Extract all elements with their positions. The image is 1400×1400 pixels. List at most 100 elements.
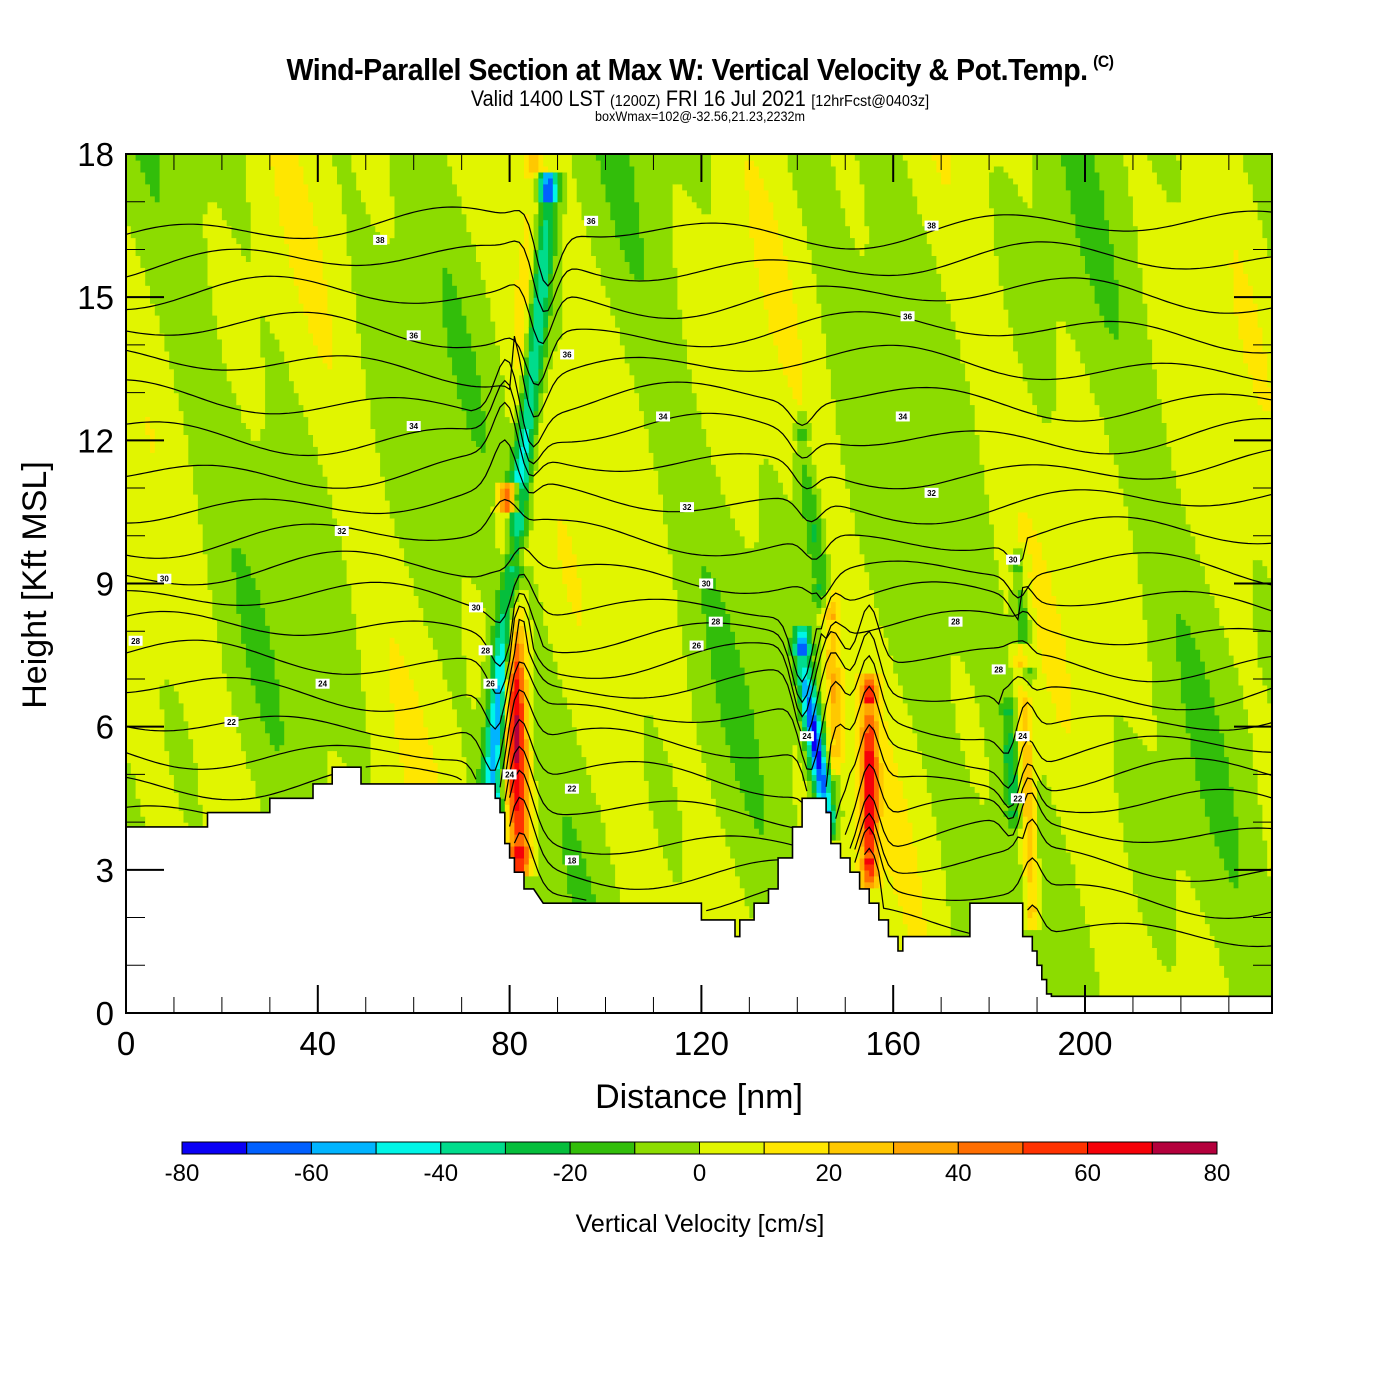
- velocity-cell: [802, 517, 808, 626]
- velocity-cell: [1171, 201, 1177, 471]
- theta-contour-label: 24: [799, 731, 814, 742]
- velocity-cell: [874, 822, 880, 877]
- velocity-cell: [389, 237, 396, 519]
- velocity-cell: [845, 154, 851, 227]
- velocity-cell: [955, 655, 961, 734]
- velocity-cell: [1075, 237, 1081, 352]
- velocity-cell: [480, 756, 487, 787]
- velocity-cell: [519, 577, 525, 590]
- velocity-cell: [476, 154, 482, 262]
- colorbar-bin: [1022, 1141, 1089, 1155]
- velocity-cell: [1209, 935, 1216, 1013]
- velocity-cell: [1027, 881, 1033, 907]
- velocity-cell: [1233, 667, 1239, 817]
- velocity-cell: [1008, 696, 1014, 710]
- velocity-cell: [548, 177, 554, 203]
- velocity-cell: [821, 744, 827, 758]
- velocity-cell: [1027, 517, 1033, 555]
- velocity-cell: [883, 154, 889, 638]
- velocity-cell: [802, 643, 808, 656]
- velocity-cell: [452, 154, 458, 185]
- velocity-cell: [917, 875, 923, 954]
- velocity-cell: [279, 350, 285, 722]
- velocity-cell: [1003, 171, 1009, 310]
- velocity-cell: [1027, 571, 1033, 579]
- colorbar-tick-label: 40: [945, 1160, 972, 1187]
- velocity-cell: [1176, 201, 1182, 489]
- velocity-cell: [955, 154, 961, 340]
- velocity-cell: [1099, 416, 1105, 1002]
- velocity-cell: [500, 613, 506, 644]
- velocity-cell: [1248, 732, 1254, 1013]
- velocity-cell: [816, 303, 822, 489]
- velocity-cell: [830, 589, 837, 602]
- velocity-cell: [173, 392, 180, 692]
- theta-contour-label: 32: [924, 487, 939, 498]
- velocity-cell: [1032, 911, 1038, 931]
- velocity-cell: [1075, 154, 1081, 239]
- velocity-cell: [864, 678, 870, 686]
- velocity-cell: [500, 374, 506, 483]
- velocity-cell: [313, 225, 319, 346]
- velocity-cell: [1008, 732, 1014, 805]
- velocity-cell: [907, 822, 913, 936]
- velocity-cell: [255, 702, 261, 799]
- velocity-cell: [370, 428, 376, 787]
- velocity-cell: [1037, 780, 1043, 859]
- velocity-cell: [317, 154, 324, 250]
- velocity-cell: [1037, 649, 1043, 781]
- valid-prefix: Valid 1400 LST: [470, 86, 605, 111]
- velocity-cell: [365, 213, 372, 400]
- velocity-cell: [792, 452, 798, 626]
- theta-contour-line: [706, 889, 769, 912]
- velocity-cell: [226, 225, 233, 382]
- velocity-cell: [1017, 547, 1024, 567]
- velocity-cell: [610, 219, 616, 316]
- theta-contour-line: [126, 604, 1272, 718]
- velocity-cell: [356, 649, 362, 793]
- velocity-cell: [845, 488, 851, 1013]
- velocity-cell: [308, 434, 314, 1002]
- velocity-cell: [269, 649, 276, 746]
- velocity-cell: [303, 154, 309, 185]
- velocity-cell: [466, 696, 472, 817]
- velocity-cell: [509, 511, 515, 537]
- velocity-cell: [643, 714, 650, 781]
- velocity-cell: [202, 154, 209, 215]
- velocity-cell: [1252, 303, 1259, 394]
- velocity-cell: [476, 589, 482, 698]
- velocity-cell: [562, 171, 568, 215]
- velocity-cell: [797, 637, 803, 644]
- velocity-cell: [471, 350, 477, 441]
- velocity-cell: [1123, 851, 1129, 1013]
- velocity-cell: [1166, 971, 1172, 1013]
- velocity-cell: [533, 213, 539, 251]
- velocity-cell: [682, 154, 688, 191]
- velocity-cell: [1262, 154, 1268, 239]
- velocity-cell: [524, 154, 530, 179]
- velocity-cell: [667, 762, 674, 871]
- velocity-cell: [514, 577, 520, 590]
- theta-contour-line: [1027, 904, 1272, 948]
- svg-text:22: 22: [227, 718, 236, 727]
- theta-contour-label: 30: [469, 602, 484, 613]
- velocity-cell: [519, 488, 525, 513]
- velocity-cell: [1209, 834, 1216, 936]
- velocity-cell: [826, 607, 832, 620]
- velocity-cell: [1003, 714, 1009, 746]
- velocity-cell: [792, 625, 798, 644]
- velocity-cell: [835, 154, 842, 191]
- velocity-cell: [1171, 965, 1177, 1013]
- velocity-cell: [221, 154, 228, 221]
- velocity-cell: [1137, 911, 1144, 1013]
- velocity-cell: [183, 154, 189, 435]
- velocity-cell: [763, 309, 770, 459]
- svg-text:30: 30: [1009, 556, 1018, 565]
- velocity-cell: [394, 154, 400, 537]
- velocity-cell: [874, 154, 880, 608]
- velocity-cell: [500, 690, 506, 716]
- velocity-cell: [595, 267, 602, 805]
- velocity-cell: [471, 583, 477, 710]
- velocity-cell: [969, 684, 976, 787]
- velocity-cell: [1262, 237, 1268, 352]
